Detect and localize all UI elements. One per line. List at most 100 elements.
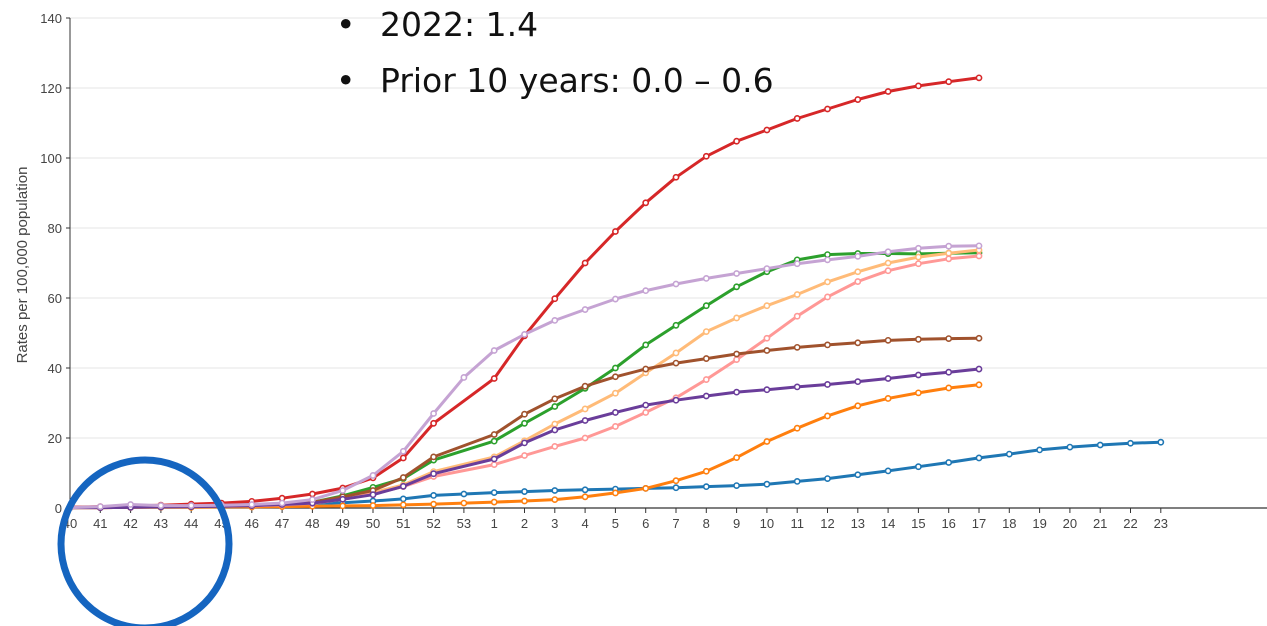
data-point <box>915 260 922 268</box>
data-point <box>642 409 650 416</box>
data-point <box>975 242 983 250</box>
data-point <box>521 330 528 338</box>
x-tick-label: 46 <box>245 516 259 531</box>
data-point <box>642 287 650 295</box>
data-point <box>945 249 953 257</box>
x-tick-label: 21 <box>1093 516 1107 531</box>
data-point <box>854 378 862 386</box>
data-point <box>915 335 922 343</box>
data-point <box>793 424 801 432</box>
data-point <box>1036 446 1043 454</box>
data-point <box>884 259 892 267</box>
series-line <box>69 244 980 510</box>
data-point <box>733 454 740 461</box>
data-point <box>581 417 589 424</box>
x-tick-label: 22 <box>1123 516 1137 531</box>
bullet-2022-rate: 2022: 1.4 <box>336 4 774 60</box>
data-point <box>612 373 619 381</box>
annotation-bullets: 2022: 1.4 Prior 10 years: 0.0 – 0.6 <box>336 4 774 116</box>
data-point <box>551 487 559 494</box>
data-point <box>248 501 256 508</box>
data-point <box>793 477 801 485</box>
data-point <box>884 395 892 402</box>
x-tick-label: 4 <box>581 516 588 531</box>
data-point <box>884 336 892 344</box>
data-point <box>551 420 559 428</box>
series-line <box>69 251 980 510</box>
x-tick-label: 52 <box>426 516 440 531</box>
data-point <box>793 343 801 351</box>
data-point <box>399 501 407 509</box>
data-point <box>430 491 437 499</box>
y-axis: 0 20 40 60 80 100 120 140 <box>40 11 71 516</box>
data-point <box>521 452 528 459</box>
data-point <box>854 278 862 285</box>
data-point <box>824 381 831 388</box>
y-tick-label: 100 <box>40 151 62 166</box>
y-tick-label: 140 <box>40 11 62 26</box>
data-point <box>884 88 892 95</box>
data-point <box>763 386 771 394</box>
data-point <box>763 480 771 488</box>
data-point <box>1127 439 1134 447</box>
data-point <box>581 259 589 267</box>
data-point <box>702 355 710 362</box>
data-point <box>763 438 771 445</box>
data-point <box>854 402 862 410</box>
data-point <box>793 383 801 391</box>
data-point <box>945 255 953 263</box>
data-point <box>581 405 589 413</box>
data-point <box>308 490 316 498</box>
data-point <box>551 496 559 503</box>
x-tick-label: 18 <box>1002 516 1016 531</box>
x-tick-label: 6 <box>642 516 649 531</box>
data-point <box>430 453 437 461</box>
data-point <box>490 498 498 506</box>
data-point <box>824 293 831 301</box>
data-point <box>430 500 437 508</box>
data-point <box>399 482 407 490</box>
x-tick-label: 16 <box>941 516 955 531</box>
data-point <box>399 454 407 462</box>
data-point <box>672 396 680 404</box>
data-point <box>581 306 589 313</box>
data-point <box>490 431 498 438</box>
data-point <box>702 274 710 282</box>
x-tick-label: 2 <box>521 516 528 531</box>
data-point <box>975 74 983 82</box>
x-tick-label: 43 <box>154 516 168 531</box>
y-tick-label: 60 <box>48 291 62 306</box>
data-point <box>339 502 347 510</box>
data-point <box>884 467 892 475</box>
data-point <box>854 252 862 260</box>
data-point <box>672 173 680 181</box>
data-point <box>490 489 498 496</box>
data-point <box>642 401 650 409</box>
x-tick-label: 20 <box>1063 516 1077 531</box>
data-point <box>733 482 740 489</box>
data-point <box>490 461 498 468</box>
data-point <box>642 365 650 373</box>
data-point <box>490 455 498 463</box>
y-tick-label: 0 <box>55 501 62 516</box>
data-point <box>824 341 831 349</box>
data-point <box>672 321 680 329</box>
data-point <box>430 419 437 427</box>
bullet-prior-years-range: Prior 10 years: 0.0 – 0.6 <box>336 60 774 116</box>
data-point <box>733 270 740 277</box>
data-point <box>975 334 983 342</box>
data-point <box>733 137 740 145</box>
x-tick-label: 53 <box>457 516 471 531</box>
data-point <box>702 152 710 160</box>
data-point <box>157 502 165 509</box>
data-point <box>642 199 650 207</box>
data-point <box>551 442 559 450</box>
data-point <box>824 475 831 482</box>
data-point <box>702 467 710 475</box>
data-point <box>612 295 619 303</box>
data-point <box>369 472 377 479</box>
data-point <box>945 335 953 342</box>
data-point <box>1066 443 1074 451</box>
data-point <box>1005 450 1013 458</box>
